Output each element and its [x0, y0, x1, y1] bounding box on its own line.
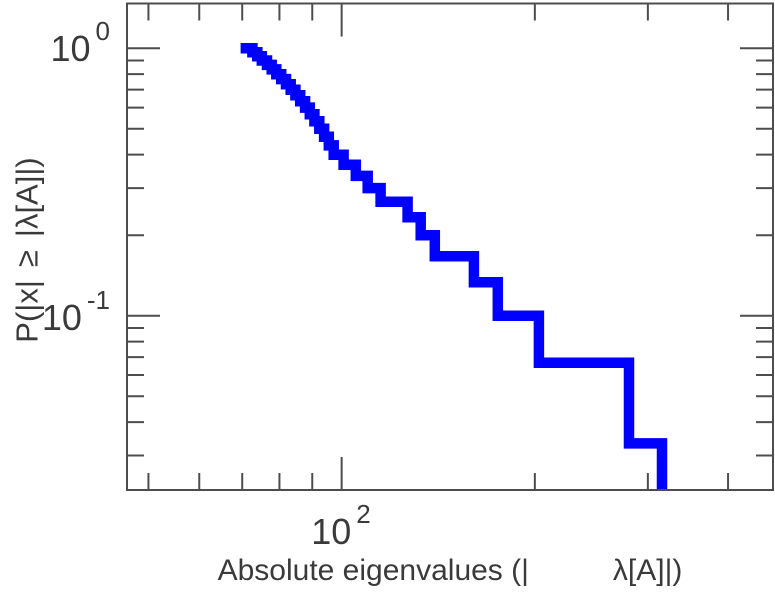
- plot-frame: [126, 2, 774, 491]
- x-axis-label-text: Absolute eigenvalues (|: [217, 554, 529, 587]
- x-axis-label-math: λ[A]|): [612, 554, 683, 587]
- y-tick-label-2: 10 -1: [41, 287, 110, 338]
- x-axis-label: Absolute eigenvalues (| λ[A]|): [218, 556, 683, 586]
- geq-symbol: ≥: [9, 250, 45, 268]
- tick-base: 10: [50, 28, 91, 69]
- tick-base: 10: [311, 511, 352, 552]
- y-tick-label-1: 10 0: [50, 18, 110, 69]
- y-axis-label: P(|x| ≥ |λ[A]|): [9, 157, 45, 343]
- tick-exponent: 0: [95, 16, 110, 46]
- x-tick-label-1: 10 2: [311, 501, 371, 552]
- y-axis-label-text: P(|x|: [9, 280, 45, 343]
- y-axis-label-math: |λ[A]|): [9, 157, 45, 238]
- tick-exponent: -1: [86, 285, 110, 315]
- ccdf-step-curve: [240, 42, 668, 489]
- tick-exponent: 2: [356, 499, 371, 529]
- tick-base: 10: [41, 297, 82, 338]
